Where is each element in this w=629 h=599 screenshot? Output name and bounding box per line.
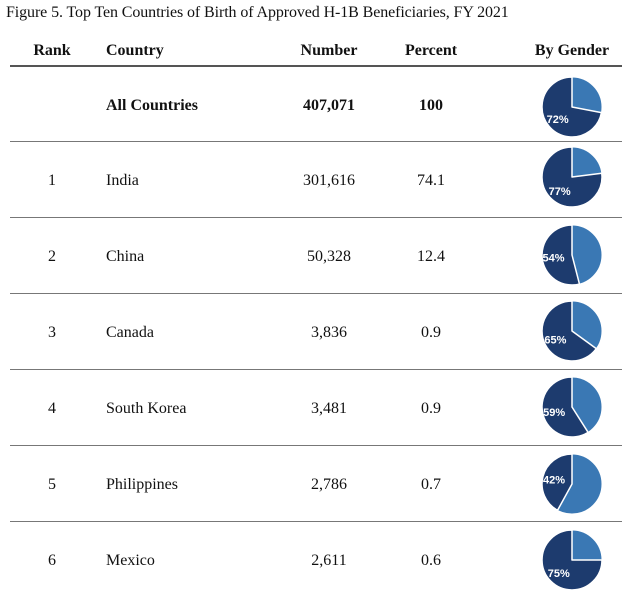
country-cell: South Korea xyxy=(106,400,187,417)
number-cell: 301,616 xyxy=(303,172,355,189)
rank-cell: 2 xyxy=(48,248,56,265)
table-row: 6 Mexico 2,611 0.6 xyxy=(0,523,629,599)
pie-outline xyxy=(541,529,603,591)
country-cell: Philippines xyxy=(106,476,179,493)
country-cell: India xyxy=(106,172,139,189)
rank-cell: 1 xyxy=(48,172,56,189)
percent-cell: 12.4 xyxy=(417,248,445,265)
header-number: Number xyxy=(300,42,358,59)
row-divider xyxy=(10,293,622,294)
pie-label: 75% xyxy=(548,568,570,580)
pie-label: 59% xyxy=(543,407,565,419)
gender-pie-chart: 59% xyxy=(540,375,604,439)
pie-label: 42% xyxy=(543,474,565,486)
number-cell: 2,611 xyxy=(311,552,347,569)
number-cell: 3,836 xyxy=(311,324,347,341)
pie-outline xyxy=(541,453,603,515)
row-divider xyxy=(10,521,622,522)
rank-cell: 4 xyxy=(48,400,56,417)
table-row: 4 South Korea 3,481 0.9 xyxy=(0,371,629,447)
percent-cell: 0.9 xyxy=(421,400,441,417)
country-cell: All Countries xyxy=(106,97,198,114)
gender-pie-chart: 65% xyxy=(540,299,604,363)
number-cell: 2,786 xyxy=(311,476,347,493)
pie-outline xyxy=(541,300,603,362)
table-row: 3 Canada 3,836 0.9 xyxy=(0,295,629,371)
table-row: 1 India 301,616 74.1 xyxy=(0,143,629,219)
row-divider xyxy=(10,141,622,142)
country-cell: Mexico xyxy=(106,552,155,569)
header-divider xyxy=(10,65,622,67)
table-row: 2 China 50,328 12.4 xyxy=(0,219,629,295)
row-divider xyxy=(10,369,622,370)
header-by-gender: By Gender xyxy=(534,42,610,59)
percent-cell: 100 xyxy=(419,97,443,114)
rank-cell: 5 xyxy=(48,476,56,493)
pie-outline xyxy=(541,224,603,286)
gender-pie-chart: 77% xyxy=(540,145,604,209)
country-cell: China xyxy=(106,248,145,265)
rank-cell: 3 xyxy=(48,324,56,341)
percent-cell: 74.1 xyxy=(417,172,445,189)
pie-outline xyxy=(541,376,603,438)
row-divider xyxy=(10,445,622,446)
number-cell: 50,328 xyxy=(307,248,351,265)
country-cell: Canada xyxy=(106,324,154,341)
percent-cell: 0.7 xyxy=(421,476,441,493)
table-header: Rank Country Number Percent By Gender xyxy=(0,34,629,66)
pie-label: 77% xyxy=(549,186,571,198)
row-divider xyxy=(10,217,622,218)
pie-outline xyxy=(541,76,603,138)
percent-cell: 0.6 xyxy=(421,552,441,569)
pie-label: 72% xyxy=(547,114,569,126)
number-cell: 3,481 xyxy=(311,400,347,417)
header-percent: Percent xyxy=(404,42,458,59)
pie-label: 54% xyxy=(542,252,564,264)
gender-pie-chart: 72% xyxy=(540,75,604,139)
header-country: Country xyxy=(106,42,164,59)
pie-label: 65% xyxy=(544,334,566,346)
percent-cell: 0.9 xyxy=(421,324,441,341)
table-row-total: All Countries 407,071 100 xyxy=(0,69,629,145)
rank-cell: 6 xyxy=(48,552,56,569)
gender-pie-chart: 42% xyxy=(540,452,604,516)
header-rank: Rank xyxy=(33,42,71,59)
figure-caption: Figure 5. Top Ten Countries of Birth of … xyxy=(6,4,509,21)
pie-outline xyxy=(541,146,603,208)
gender-pie-chart: 75% xyxy=(540,528,604,592)
gender-pie-chart: 54% xyxy=(540,223,604,287)
number-cell: 407,071 xyxy=(303,97,355,114)
table-row: 5 Philippines 2,786 0.7 xyxy=(0,447,629,523)
